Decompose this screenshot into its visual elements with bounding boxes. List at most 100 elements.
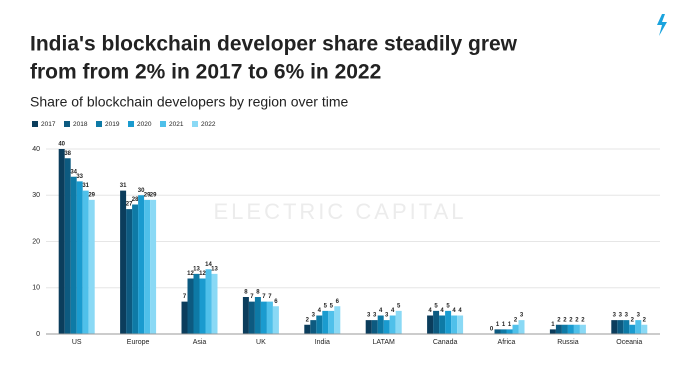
chart-title: from from 2% in 2017 to 6% in 2022 [30, 61, 381, 84]
bar [611, 320, 618, 334]
data-label: 3 [373, 313, 377, 319]
data-label: 2 [581, 317, 585, 323]
bar [623, 320, 630, 334]
data-label: 7 [262, 294, 266, 300]
bar [377, 315, 384, 334]
data-label: 2 [569, 317, 573, 323]
bar [132, 204, 139, 334]
y-tick-label: 0 [36, 331, 40, 338]
data-label: 5 [397, 303, 401, 309]
data-label: 1 [502, 322, 506, 328]
data-label: 1 [508, 322, 512, 328]
data-label: 7 [268, 294, 272, 300]
data-label: 7 [250, 294, 254, 300]
legend-swatch [160, 121, 166, 127]
bar [304, 324, 311, 334]
y-tick-label: 30 [32, 192, 40, 199]
bar [383, 320, 390, 334]
bar [310, 320, 317, 334]
bar [138, 195, 145, 334]
x-tick-label: Asia [193, 339, 207, 346]
bar [439, 315, 446, 334]
bar [76, 181, 83, 334]
bar [500, 329, 507, 334]
data-label: 34 [70, 169, 77, 175]
bar [371, 320, 378, 334]
bar [395, 310, 402, 334]
bar [266, 301, 273, 334]
x-tick-label: LATAM [373, 339, 395, 346]
bar [126, 209, 133, 334]
bar [260, 301, 267, 334]
bar [187, 278, 194, 334]
bar [506, 329, 513, 334]
bar [445, 310, 452, 334]
data-label: 3 [520, 313, 524, 319]
bar [457, 315, 464, 334]
data-label: 5 [434, 303, 438, 309]
bar [555, 324, 562, 334]
x-tick-label: Oceania [616, 339, 642, 346]
data-label: 4 [391, 308, 395, 314]
x-tick-label: Russia [557, 339, 579, 346]
watermark: ELECTRIC CAPITAL [214, 199, 467, 224]
data-label: 4 [440, 308, 444, 314]
data-label: 28 [132, 197, 139, 203]
y-tick-label: 40 [32, 146, 40, 153]
bar [365, 320, 372, 334]
data-label: 13 [193, 266, 200, 272]
bar [248, 301, 255, 334]
bar [82, 190, 89, 334]
bar [322, 310, 329, 334]
bar [199, 278, 206, 334]
data-label: 8 [256, 290, 260, 296]
chart-subtitle: Share of blockchain developers by region… [30, 94, 349, 110]
bar [193, 273, 200, 334]
data-label: 2 [631, 317, 635, 323]
bar [389, 315, 396, 334]
data-label: 1 [551, 322, 555, 328]
data-label: 4 [318, 308, 322, 314]
y-tick-label: 10 [32, 285, 40, 292]
legend-label: 2020 [137, 121, 152, 128]
legend-swatch [32, 121, 38, 127]
bar [567, 324, 574, 334]
data-label: 1 [496, 322, 500, 328]
data-label: 27 [126, 202, 133, 208]
data-label: 4 [428, 308, 432, 314]
bar [561, 324, 568, 334]
legend-swatch [192, 121, 198, 127]
x-tick-label: Europe [127, 339, 150, 346]
data-label: 0 [490, 327, 494, 333]
bar [316, 315, 323, 334]
legend-label: 2019 [105, 121, 120, 128]
bar [579, 324, 586, 334]
data-label: 33 [76, 174, 83, 180]
data-label: 31 [82, 183, 89, 189]
bar [451, 315, 458, 334]
data-label: 8 [244, 290, 248, 296]
data-label: 2 [563, 317, 567, 323]
data-label: 29 [150, 192, 157, 198]
data-label: 2 [557, 317, 561, 323]
logo [657, 14, 667, 36]
x-tick-label: US [72, 339, 82, 346]
data-label: 3 [619, 313, 623, 319]
data-label: 30 [138, 188, 145, 194]
data-label: 5 [324, 303, 328, 309]
data-label: 2 [306, 317, 310, 323]
data-label: 29 [88, 192, 95, 198]
bar [641, 324, 648, 334]
legend-label: 2017 [41, 121, 56, 128]
data-label: 13 [211, 266, 218, 272]
data-label: 3 [613, 313, 617, 319]
bar [120, 190, 127, 334]
bar [150, 199, 157, 334]
x-tick-label: Africa [498, 339, 516, 346]
data-label: 3 [367, 313, 371, 319]
legend-swatch [96, 121, 102, 127]
x-tick-label: Canada [433, 339, 458, 346]
data-label: 3 [637, 313, 641, 319]
bar [272, 306, 279, 334]
data-label: 29 [144, 192, 151, 198]
